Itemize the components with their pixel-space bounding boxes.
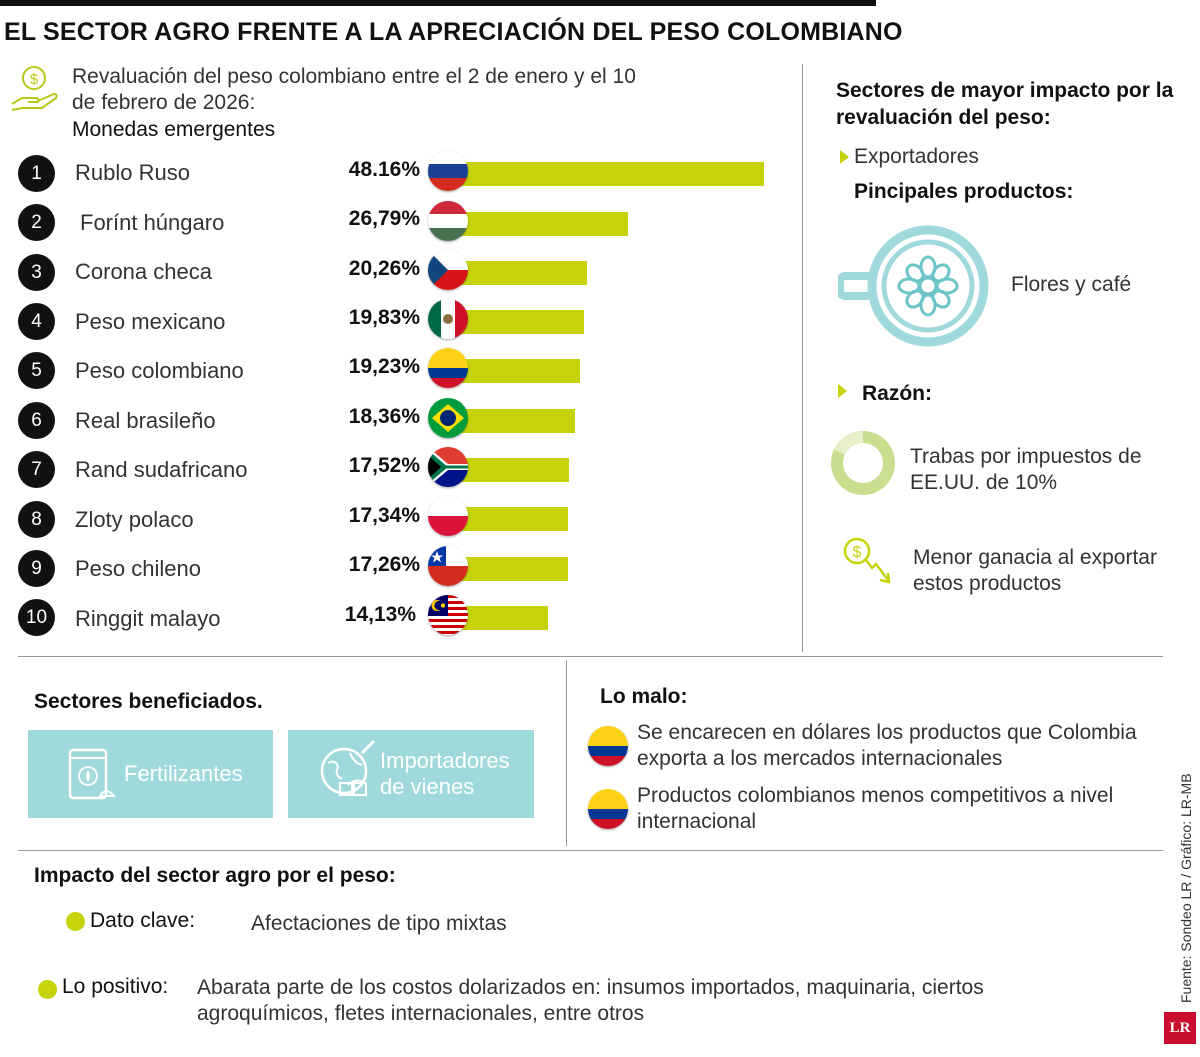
rank-badge: 2 bbox=[18, 204, 55, 241]
impact-heading: Sectores de mayor impacto por la revalua… bbox=[836, 79, 1174, 129]
svg-text:$: $ bbox=[30, 71, 39, 88]
chart-title: Monedas emergentes bbox=[72, 118, 276, 141]
page-title: EL SECTOR AGRO FRENTE A LA APRECIACIÓN D… bbox=[4, 18, 903, 46]
key-fact-text: Afectaciones de tipo mixtas bbox=[251, 912, 507, 935]
malaysia-flag-icon bbox=[428, 595, 468, 635]
reason-heading: Razón: bbox=[862, 382, 932, 405]
currency-label: Zloty polaco bbox=[75, 507, 194, 532]
currency-label: Peso mexicano bbox=[75, 309, 226, 334]
fertilizers-label: Fertilizantes bbox=[124, 761, 243, 786]
rank-badge: 4 bbox=[18, 303, 55, 340]
value-label: 17,52% bbox=[348, 454, 420, 477]
exporters-label: Exportadores bbox=[854, 145, 979, 168]
positive-label: Lo positivo: bbox=[62, 975, 169, 998]
value-label: 17,26% bbox=[348, 553, 420, 576]
value-label: 19,83% bbox=[348, 306, 420, 329]
value-label: 17,34% bbox=[348, 504, 420, 527]
top-rule bbox=[0, 0, 876, 6]
rank-badge: 7 bbox=[18, 451, 55, 488]
russia-flag-icon bbox=[428, 151, 468, 191]
bad-item: Se encarecen en dólares los productos qu… bbox=[637, 721, 1137, 770]
czech-flag-icon bbox=[428, 250, 468, 290]
currency-label: Rublo Ruso bbox=[75, 160, 190, 185]
bullet-triangle-icon bbox=[838, 384, 847, 398]
bar bbox=[458, 261, 587, 285]
currency-label: Peso chileno bbox=[75, 556, 201, 581]
source-credit: Fuente: Sondeo LR / Gráfico: LR-MB bbox=[1178, 773, 1194, 1003]
divider bbox=[18, 656, 1163, 657]
bullet-dot-icon bbox=[38, 980, 57, 999]
subtitle: Revaluación del peso colombiano entre el… bbox=[72, 65, 636, 114]
currency-label: Ringgit malayo bbox=[75, 606, 221, 631]
benefited-heading: Sectores beneficiados. bbox=[34, 690, 263, 713]
fertilizers-card: Fertilizantes bbox=[28, 730, 273, 818]
hungary-flag-icon bbox=[428, 201, 468, 241]
importers-card: Importadores de vienes bbox=[288, 730, 534, 818]
currency-label: Forínt húngaro bbox=[80, 210, 225, 235]
value-label: 48.16% bbox=[348, 158, 420, 181]
rank-badge: 1 bbox=[18, 155, 55, 192]
currency-label: Corona checa bbox=[75, 259, 212, 284]
colombia-flag-icon bbox=[588, 726, 628, 766]
bad-heading: Lo malo: bbox=[600, 685, 688, 708]
divider bbox=[802, 64, 803, 652]
south-africa-flag-icon bbox=[428, 447, 468, 487]
bar bbox=[458, 310, 584, 334]
bar bbox=[458, 212, 628, 236]
divider bbox=[566, 660, 567, 846]
money-hand-icon: $ bbox=[10, 64, 66, 119]
reason-tariffs: Trabas por impuestos de EE.UU. de 10% bbox=[910, 445, 1142, 494]
bar bbox=[458, 557, 568, 581]
value-label: 18,36% bbox=[348, 405, 420, 428]
currency-label: Real brasileño bbox=[75, 408, 216, 433]
reason-lower-profit: Menor ganacia al exportar estos producto… bbox=[913, 546, 1157, 595]
divider bbox=[18, 850, 1163, 851]
mexico-flag-icon bbox=[428, 299, 468, 339]
bad-item: Productos colombianos menos competitivos… bbox=[637, 784, 1114, 833]
currency-label: Rand sudafricano bbox=[75, 457, 248, 482]
dollar-down-icon: $ bbox=[840, 536, 900, 597]
rank-badge: 10 bbox=[18, 599, 55, 636]
bar bbox=[458, 606, 548, 630]
impact-agro-heading: Impacto del sector agro por el peso: bbox=[34, 864, 396, 887]
brazil-flag-icon bbox=[428, 398, 468, 438]
bar bbox=[458, 162, 764, 186]
rank-badge: 5 bbox=[18, 352, 55, 389]
importers-label-main: Importadores de viene bbox=[380, 748, 510, 799]
importers-label-overflow: s bbox=[463, 774, 475, 799]
value-label: 19,23% bbox=[348, 355, 420, 378]
globe-boxes-icon bbox=[310, 737, 380, 812]
products-label: Flores y café bbox=[1011, 273, 1132, 296]
donut-icon bbox=[830, 430, 896, 501]
bar bbox=[458, 359, 580, 383]
rank-badge: 8 bbox=[18, 501, 55, 538]
fertilizer-bag-icon bbox=[56, 740, 120, 809]
currency-label: Peso colombiano bbox=[75, 358, 244, 383]
bar bbox=[458, 458, 569, 482]
bar bbox=[458, 507, 568, 531]
rank-badge: 6 bbox=[18, 402, 55, 439]
coffee-flower-icon bbox=[836, 220, 998, 355]
importers-label: Importadores de vienes bbox=[380, 748, 530, 800]
value-label: 20,26% bbox=[348, 257, 420, 280]
svg-text:$: $ bbox=[853, 544, 862, 561]
bar bbox=[458, 409, 575, 433]
rank-badge: 3 bbox=[18, 254, 55, 291]
bullet-triangle-icon bbox=[840, 150, 849, 164]
chile-flag-icon bbox=[428, 546, 468, 586]
rank-badge: 9 bbox=[18, 550, 55, 587]
value-label: 26,79% bbox=[348, 207, 420, 230]
products-heading: Pincipales productos: bbox=[854, 180, 1074, 203]
bullet-dot-icon bbox=[66, 912, 85, 931]
colombia-flag-icon bbox=[428, 348, 468, 388]
colombia-flag-icon bbox=[588, 789, 628, 829]
lr-logo: LR bbox=[1164, 1012, 1196, 1044]
positive-text: Abarata parte de los costos dolarizados … bbox=[197, 976, 984, 1025]
key-fact-label: Dato clave: bbox=[90, 909, 196, 932]
poland-flag-icon bbox=[428, 496, 468, 536]
value-label: 14,13% bbox=[344, 603, 416, 626]
